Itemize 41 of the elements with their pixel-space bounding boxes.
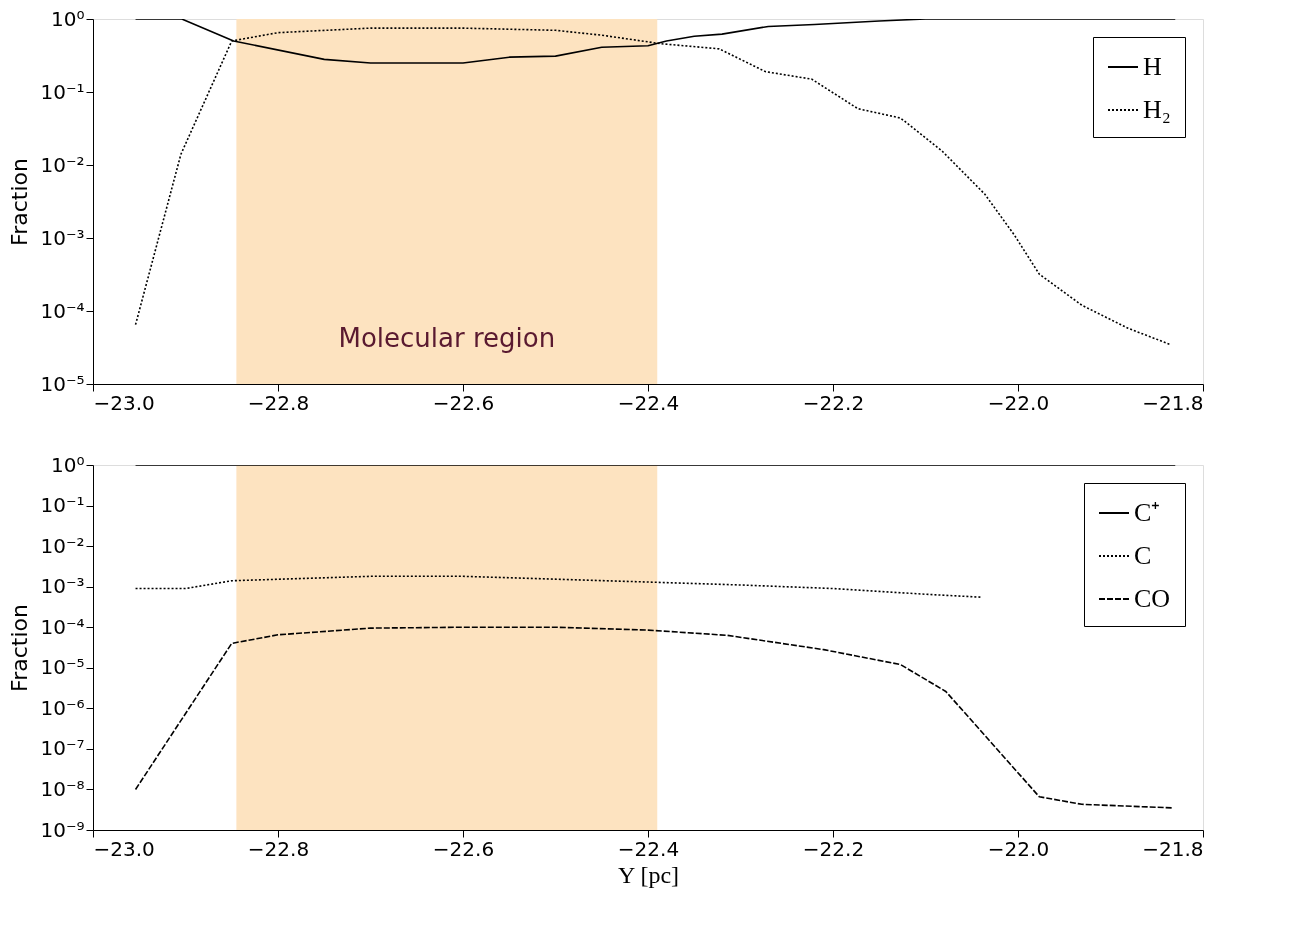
x-tick-label: −22.2 [802, 836, 865, 861]
line-series [134, 575, 982, 598]
y-tick-label: 10⁻⁴ [40, 298, 85, 323]
y-tick-label: 10⁻⁴ [40, 614, 85, 639]
x-axis-title: Y [pc] [617, 861, 680, 888]
x-tick-label: −22.8 [247, 836, 310, 861]
x-tick-label: −22.8 [247, 390, 310, 415]
x-tick-label: −23.0 [93, 836, 155, 861]
y-tick-label: 10⁻³ [40, 574, 85, 599]
x-tick-label: −22.4 [617, 836, 680, 861]
x-tick-label: −23.0 [93, 390, 155, 415]
y-tick-label: 10⁻⁶ [40, 695, 85, 720]
legend-label: CO [1134, 584, 1171, 613]
y-tick-label: 10⁻³ [40, 225, 85, 250]
y-tick-label: 10⁻⁵ [40, 371, 85, 396]
legend-label: C⁺ [1134, 498, 1161, 527]
x-tick-label: −21.8 [1142, 390, 1204, 415]
y-axis-title: Fraction [7, 604, 33, 692]
y-tick-label: 10⁻⁹ [40, 817, 85, 842]
y-tick-label: 10⁰ [51, 452, 85, 477]
x-tick-label: −22.6 [432, 836, 495, 861]
x-tick-label: −22.0 [987, 836, 1050, 861]
line-series [134, 626, 1175, 809]
y-tick-label: 10⁻² [40, 152, 85, 177]
y-axis-title: Fraction [7, 158, 33, 246]
y-tick-label: 10⁰ [51, 6, 85, 31]
y-tick-label: 10⁻¹ [40, 79, 85, 104]
x-tick-label: −22.0 [987, 390, 1050, 415]
y-tick-label: 10⁻² [40, 533, 85, 558]
band-label: Molecular region [338, 323, 556, 353]
legend-label: C [1134, 541, 1152, 570]
y-tick-label: 10⁻⁷ [40, 736, 85, 761]
x-tick-label: −22.4 [617, 390, 680, 415]
legend-label: H [1143, 52, 1162, 81]
x-tick-label: −22.2 [802, 390, 865, 415]
x-tick-label: −22.6 [432, 390, 495, 415]
y-tick-label: 10⁻⁵ [40, 655, 85, 680]
y-tick-label: 10⁻⁸ [40, 776, 85, 801]
x-tick-label: −21.8 [1142, 836, 1204, 861]
legend-label: H₂ [1143, 95, 1171, 124]
y-tick-label: 10⁻¹ [40, 493, 85, 518]
